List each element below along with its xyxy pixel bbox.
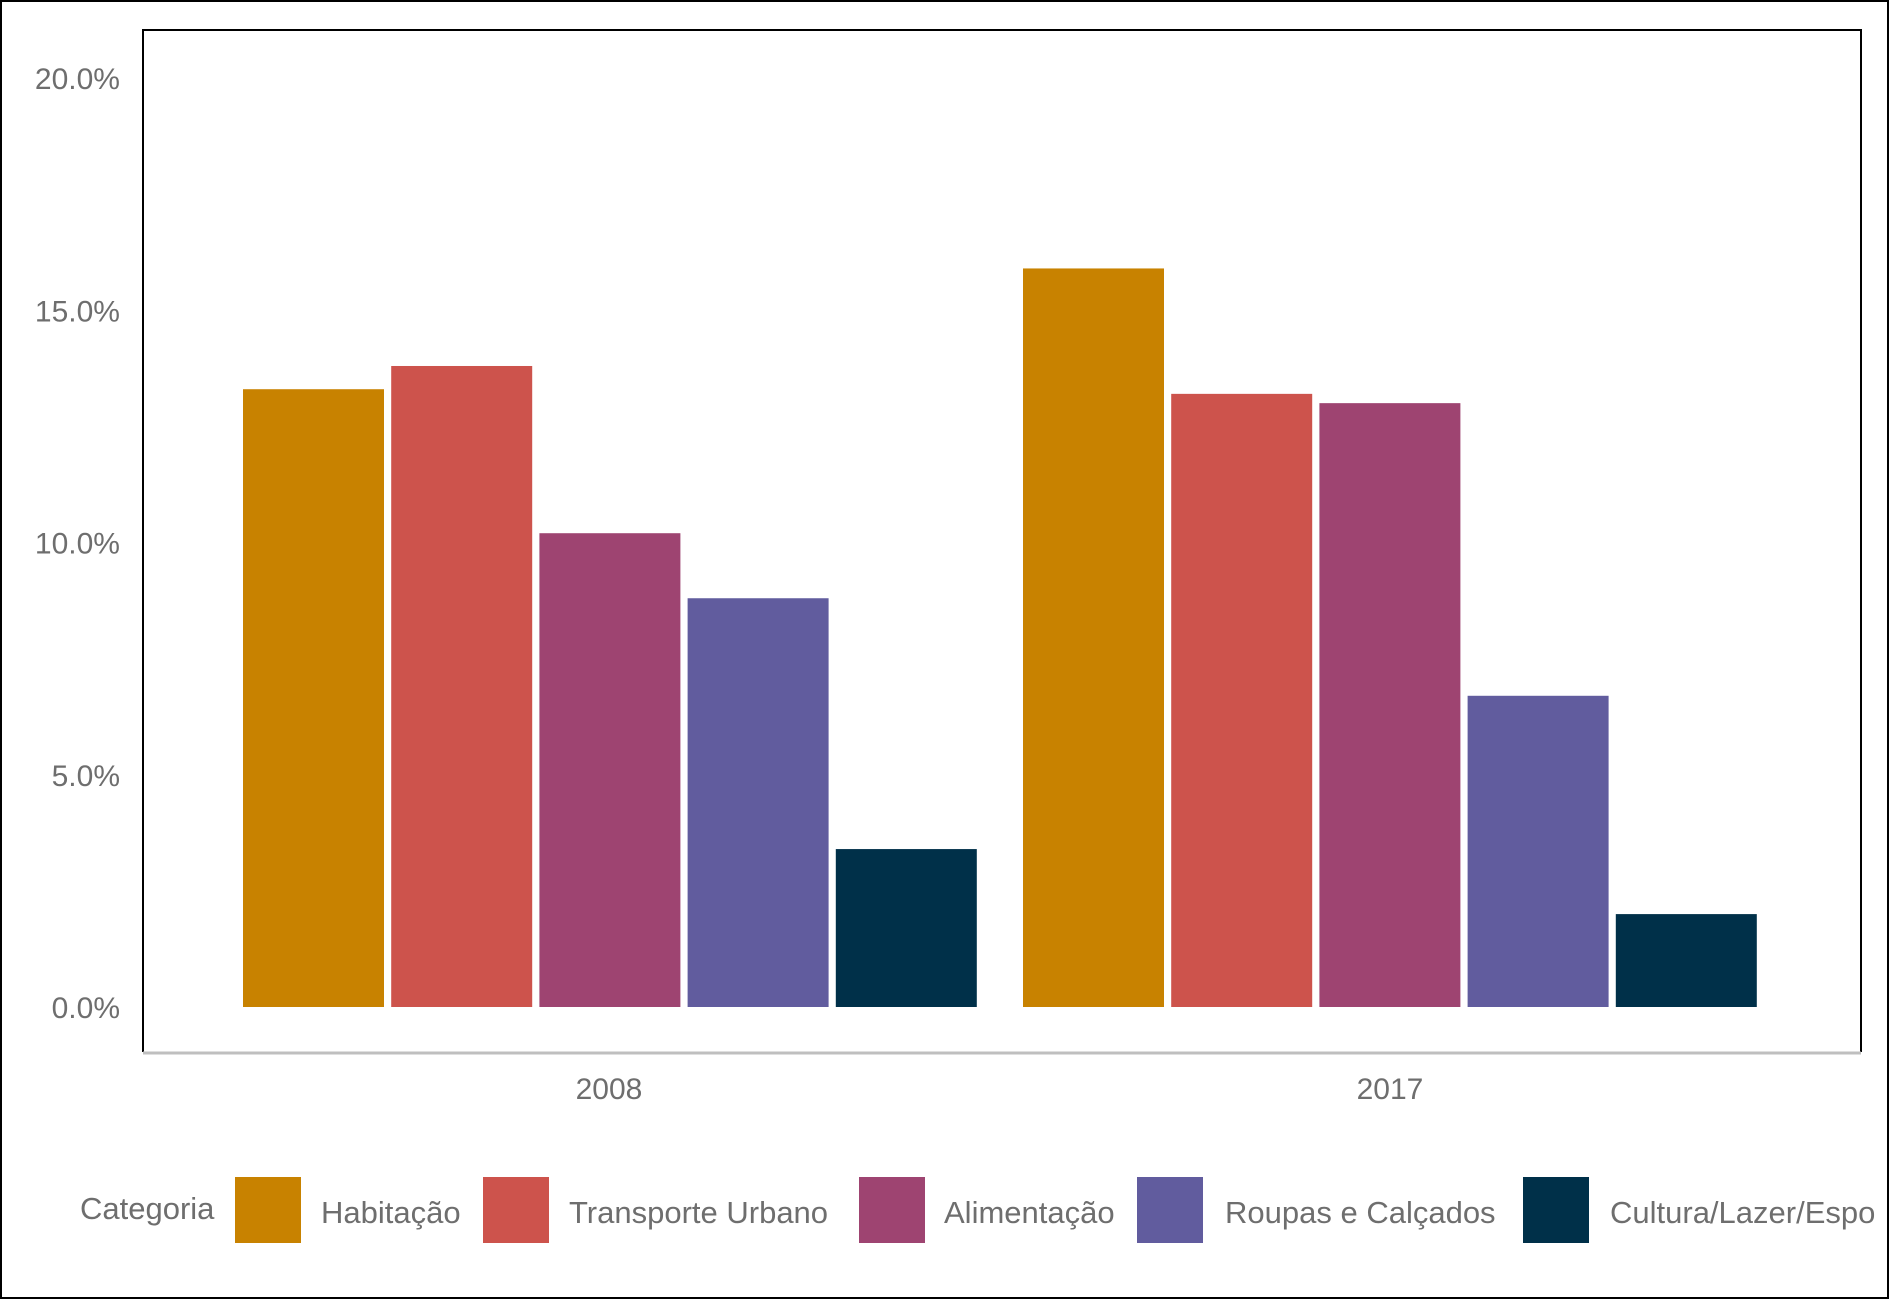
bar-2017-2: [1319, 403, 1461, 1007]
legend-label: Alimentação: [944, 1195, 1115, 1230]
y-tick-label: 0.0%: [52, 992, 120, 1025]
y-tick-label: 10.0%: [35, 528, 120, 561]
bar-2008-0: [243, 389, 384, 1008]
x-tick-label: 2017: [1357, 1073, 1424, 1106]
bar-2017-3: [1467, 695, 1609, 1007]
y-tick-label: 15.0%: [35, 295, 120, 328]
bar-2017-0: [1023, 268, 1164, 1007]
plot-panel-border: [142, 29, 1862, 1052]
legend-key: [1523, 1177, 1589, 1243]
legend-key: [1137, 1177, 1203, 1243]
legend-label: Habitação: [321, 1195, 461, 1230]
bar-2008-1: [391, 365, 533, 1007]
legend-title: Categoria: [80, 1191, 215, 1226]
y-tick-label: 5.0%: [52, 760, 120, 793]
bar-2017-1: [1171, 393, 1313, 1007]
bar-2008-3: [687, 598, 829, 1007]
x-tick-label: 2008: [576, 1073, 643, 1106]
legend: Categoria Habitação Transporte Urbano Alim…: [80, 1177, 1875, 1243]
legend-key: [859, 1177, 925, 1243]
legend-label: Roupas e Calçados: [1225, 1195, 1496, 1230]
bar-2008-4: [835, 849, 977, 1007]
legend-key: [235, 1177, 301, 1243]
legend-key: [483, 1177, 549, 1243]
legend-label: Cultura/Lazer/Espo: [1610, 1195, 1875, 1230]
bar-2008-2: [539, 533, 681, 1007]
y-tick-label: 20.0%: [35, 63, 120, 96]
bar-2017-4: [1615, 914, 1757, 1007]
legend-label: Transporte Urbano: [569, 1195, 828, 1230]
